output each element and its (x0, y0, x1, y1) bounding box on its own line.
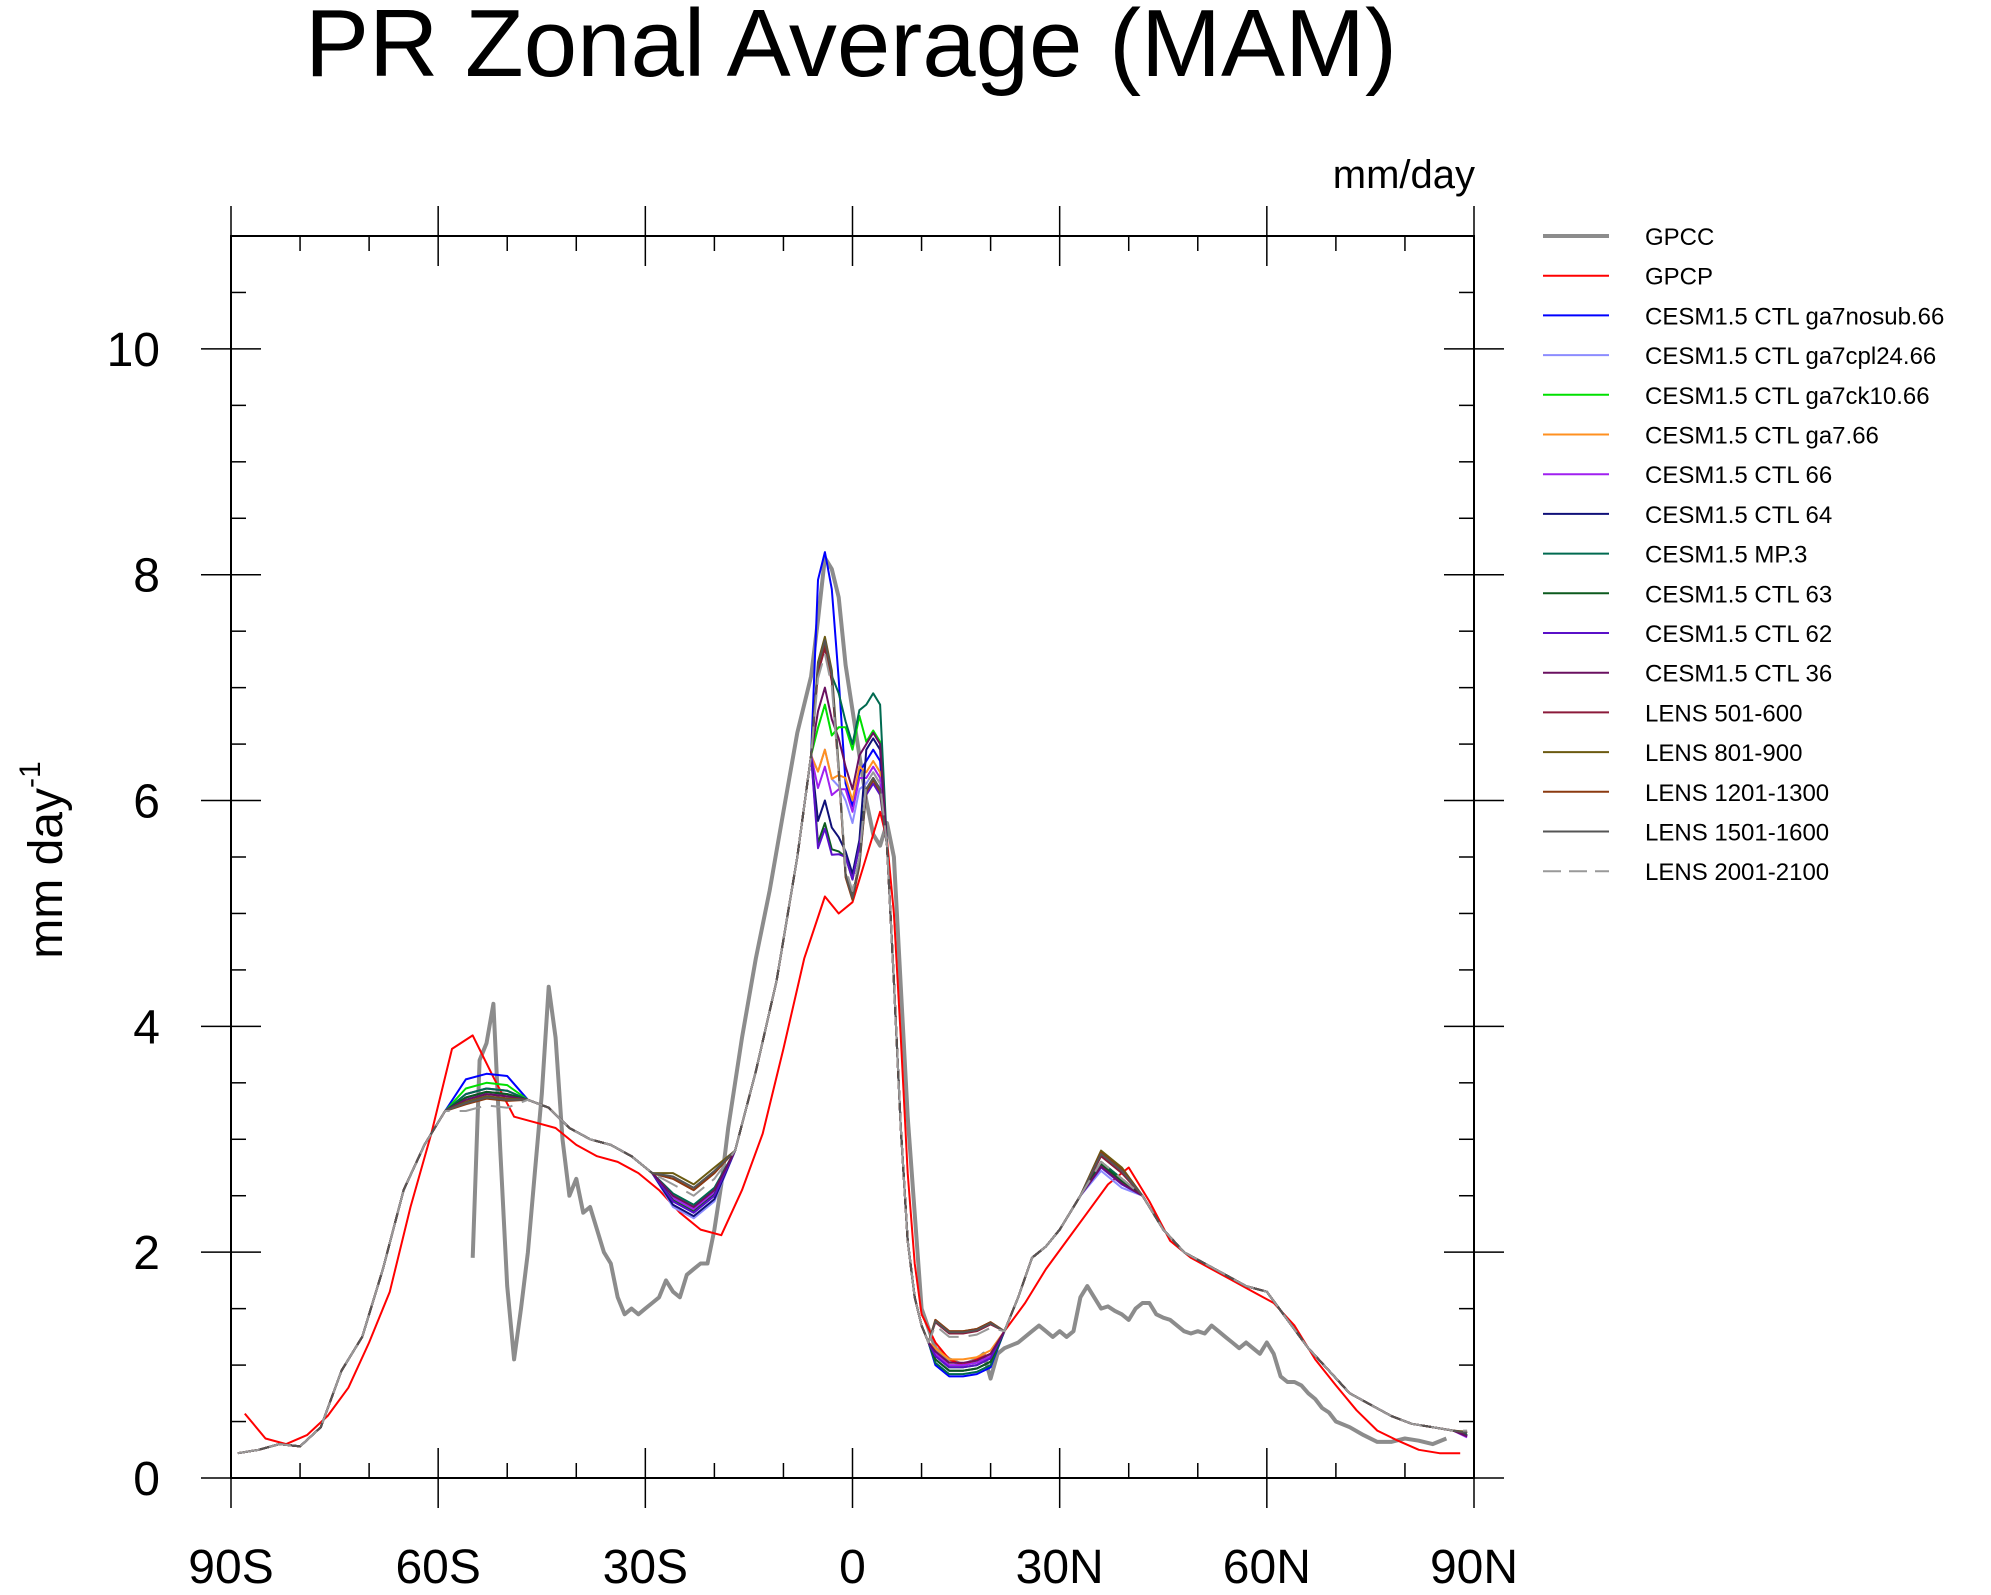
x-tick-label: 90S (188, 1541, 273, 1594)
series-line (237, 754, 1468, 1455)
legend-label: GPCC (1645, 224, 1714, 251)
legend-label: CESM1.5 CTL 64 (1645, 502, 1832, 529)
series-line (237, 754, 1468, 1455)
svg-text:mm day-1: mm day-1 (14, 761, 73, 958)
series-line (237, 748, 1468, 1455)
series-line (237, 635, 1468, 1455)
x-tick-label: 30N (1016, 1541, 1104, 1594)
x-tick-labels: 90S 60S 30S 0 30N 60N 90N (188, 1541, 1518, 1594)
legend-label: CESM1.5 MP.3 (1645, 542, 1807, 569)
y-tick-label: 2 (133, 1227, 160, 1280)
series-line (237, 641, 1468, 1455)
y-tick-labels: 0 2 4 6 8 10 (107, 324, 160, 1506)
y-tick-label: 6 (133, 776, 160, 829)
plot-frame (230, 235, 1475, 1479)
series-line (237, 647, 1468, 1455)
legend-label: GPCP (1645, 264, 1713, 291)
x-tick-label: 0 (839, 1541, 866, 1594)
series-line (470, 555, 1448, 1447)
y-axis-label-text: mm day (20, 788, 73, 959)
series-line (237, 737, 1468, 1455)
axis-ticks (201, 206, 1504, 1508)
y-tick-label: 4 (133, 1001, 160, 1054)
legend-label: LENS 2001-2100 (1645, 859, 1829, 886)
legend-label: LENS 501-600 (1645, 700, 1802, 727)
series-line (237, 748, 1468, 1455)
series-line (237, 639, 1468, 1455)
x-tick-label: 60N (1223, 1541, 1311, 1594)
legend-label: CESM1.5 CTL ga7cpl24.66 (1645, 343, 1936, 370)
legend-label: CESM1.5 CTL ga7nosub.66 (1645, 303, 1944, 330)
series-line (237, 703, 1468, 1455)
units-label: mm/day (1333, 153, 1475, 197)
legend: GPCC GPCP CESM1.5 CTL ga7nosub.66 CESM1.5 C… (1543, 224, 1944, 886)
legend-label: LENS 1501-1600 (1645, 820, 1829, 847)
legend-label: CESM1.5 CTL ga7.66 (1645, 423, 1879, 450)
legend-label: CESM1.5 CTL 63 (1645, 581, 1832, 608)
legend-label: CESM1.5 CTL 66 (1645, 462, 1832, 489)
y-tick-label: 0 (133, 1453, 160, 1506)
x-tick-label: 60S (395, 1541, 480, 1594)
series-line (237, 652, 1468, 1455)
y-tick-label: 10 (107, 324, 160, 377)
legend-label: CESM1.5 CTL ga7ck10.66 (1645, 383, 1930, 410)
legend-label: CESM1.5 CTL 62 (1645, 621, 1832, 648)
legend-label: LENS 801-900 (1645, 740, 1802, 767)
series-line (237, 754, 1468, 1455)
series-line (237, 551, 1468, 1455)
legend-label: LENS 1201-1300 (1645, 780, 1829, 807)
x-tick-label: 90N (1430, 1541, 1518, 1594)
y-tick-label: 8 (133, 550, 160, 603)
chart-title: PR Zonal Average (MAM) (305, 0, 1397, 97)
series-lines (237, 551, 1468, 1455)
plot-area (201, 206, 1504, 1508)
x-tick-label: 30S (603, 1541, 688, 1594)
y-axis-label-superscript: -1 (14, 761, 47, 788)
y-axis-label: mm day-1 (14, 761, 73, 958)
series-line (237, 641, 1468, 1455)
series-line (244, 810, 1461, 1455)
legend-label: CESM1.5 CTL 36 (1645, 661, 1832, 688)
